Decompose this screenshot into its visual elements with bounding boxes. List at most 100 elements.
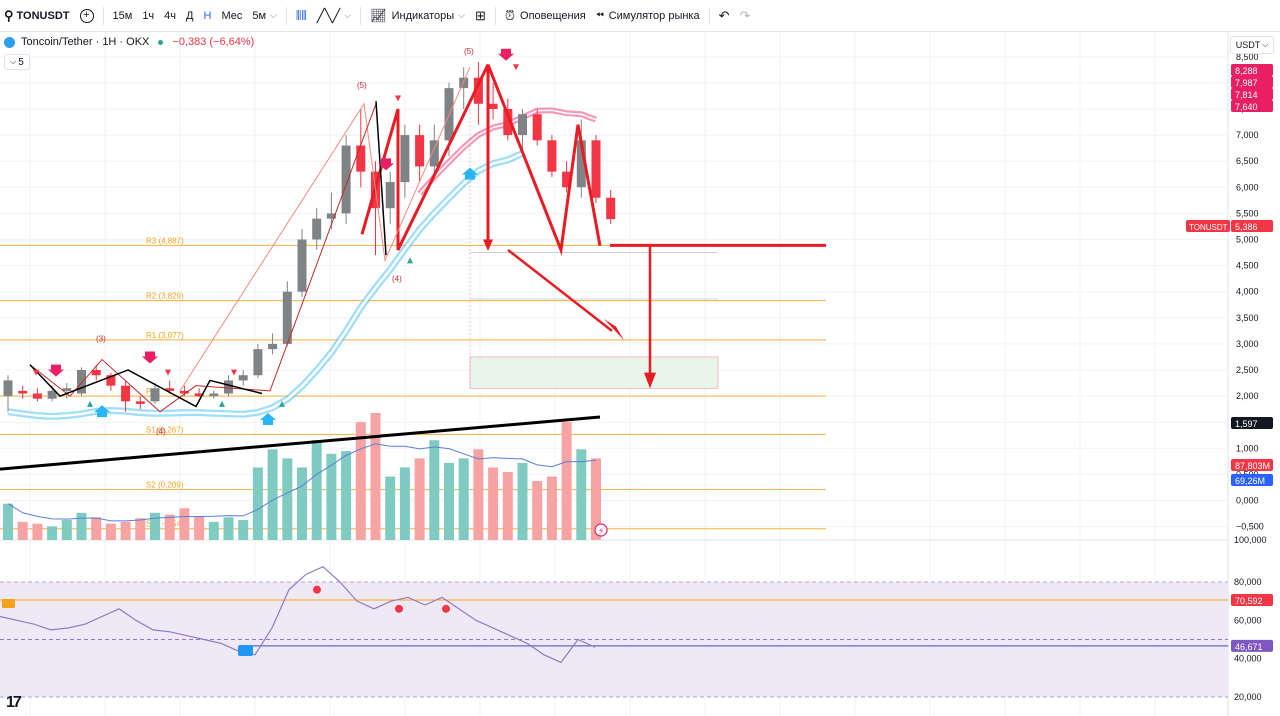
volume-bar <box>238 520 249 540</box>
legend-toggle-button[interactable]: ⌵ 5 <box>4 54 30 70</box>
pivot-label: R3 (4,887) <box>146 236 184 245</box>
volume-bars <box>3 413 601 540</box>
undo-button[interactable]: ↶ <box>714 0 735 32</box>
price-axis[interactable]: 8,5008,0007,5007,0006,5006,0005,5005,000… <box>1186 32 1280 716</box>
candle-body <box>429 140 439 167</box>
volume-bar <box>473 449 484 540</box>
compare-button[interactable]: + <box>75 0 99 32</box>
grid-icon: ⊞ <box>474 7 486 23</box>
candle-body <box>32 393 42 399</box>
price-tick: 5,500 <box>1236 208 1259 218</box>
volume-bar <box>326 453 337 540</box>
candle-body <box>179 390 189 394</box>
rsi-value-label: 70,592 <box>1235 596 1263 606</box>
interval-w[interactable]: Н <box>203 9 212 22</box>
volume-bar <box>179 508 190 540</box>
rsi-value-label-bg <box>1231 639 1273 652</box>
candle-body <box>576 140 586 188</box>
volume-bar <box>47 526 58 540</box>
zigzag-label: (4) <box>392 274 402 283</box>
redo-button[interactable]: ↷ <box>735 0 756 32</box>
volume-bar <box>458 458 469 540</box>
currency-selector[interactable]: USDT ⌵ <box>1230 36 1274 54</box>
chevron-down-icon: ⌵ <box>270 10 277 20</box>
chevron-down-icon: ⌵ <box>10 57 17 66</box>
price-label-bg <box>1231 64 1273 76</box>
lightning-icon <box>594 523 608 537</box>
buy-arrow-icon <box>462 167 478 180</box>
buy-arrow-icon <box>94 405 110 418</box>
symbol-search-button[interactable]: ⚲ TONUSDT <box>0 0 75 32</box>
chart-type-button[interactable]: ⫴⫴ <box>291 0 312 32</box>
sell-arrow-icon <box>48 364 64 377</box>
candle-body <box>591 140 601 198</box>
indicators-label: Индикаторы <box>391 9 455 22</box>
candle-body <box>106 375 116 386</box>
candle-body <box>150 388 160 402</box>
triangle-down-icon <box>33 369 39 376</box>
sell-arrow-icon <box>142 351 158 364</box>
candle-body <box>194 393 204 397</box>
chevron-down-icon: ⌵ <box>458 10 465 20</box>
rsi-tick: 100,000 <box>1234 535 1267 545</box>
symbol-label-bg <box>1186 220 1230 232</box>
price-label-bg <box>1231 220 1273 232</box>
rsi-tick: 80,000 <box>1234 577 1262 587</box>
candle-body <box>518 114 527 136</box>
price-label: 7,640 <box>1235 102 1258 112</box>
pivot-label: R1 (3,077) <box>146 331 184 340</box>
rsi-pane <box>0 581 1228 698</box>
price-label: 5,386 <box>1235 222 1258 232</box>
volume-bar <box>488 467 499 540</box>
price-label-bg <box>1231 100 1273 112</box>
interval-1h[interactable]: 1ч <box>142 9 155 22</box>
candles <box>3 62 616 412</box>
rsi-tick: 20,000 <box>1234 692 1262 702</box>
line-chart-icon: ╱╲╱ <box>316 7 341 23</box>
price-tick: 0,000 <box>1236 496 1259 506</box>
rsi-value-label-bg <box>1231 594 1273 607</box>
candle-body <box>62 388 72 391</box>
line-type-button[interactable]: ╱╲╱ ⌵ <box>312 0 356 32</box>
candle-body <box>165 388 175 391</box>
chart-canvas[interactable]: R3 (4,887) R2 (3,829) R1 (3,077) P S1 (1,267… <box>0 32 1280 716</box>
ma-cyan-core <box>7 152 524 418</box>
legend-title[interactable]: Toncoin/Tether · 1H · OKX <box>21 36 150 48</box>
volume-bar <box>532 481 543 540</box>
candle-body <box>356 145 366 172</box>
interval-month[interactable]: Мес <box>221 9 243 22</box>
alerts-button[interactable]: ⏰︎ Оповещения <box>500 0 591 32</box>
zigzag-label: (5) <box>464 47 474 56</box>
zigzag-label: (5) <box>357 81 367 90</box>
candle-body <box>459 77 469 89</box>
rsi-marker-icon <box>2 599 15 608</box>
interval-5m[interactable]: 5м ⌵ <box>247 0 282 32</box>
candle-body <box>547 140 557 172</box>
candle-body <box>238 375 248 381</box>
search-icon: ⚲ <box>4 7 14 23</box>
drawing-annotations: (3) (4) (5) (4) (5) ⚡ <box>0 47 826 537</box>
volume-bar <box>414 458 425 540</box>
volume-bar <box>502 471 513 540</box>
volume-bar <box>576 449 587 540</box>
candle-body <box>282 291 292 344</box>
candle-body <box>121 385 131 402</box>
layouts-button[interactable]: ⊞ <box>470 0 491 32</box>
indicators-button[interactable]: 📈︎ Индикаторы ⌵ <box>365 0 470 32</box>
volume-bar <box>517 462 528 540</box>
volume-bar <box>17 521 28 540</box>
interval-4h[interactable]: 4ч <box>164 9 177 22</box>
volume-bar <box>591 458 601 540</box>
candle-body <box>135 401 145 404</box>
rsi-line <box>0 565 596 664</box>
interval-d[interactable]: Д <box>186 9 194 22</box>
tradingview-logo-icon[interactable]: 17 <box>6 694 22 711</box>
rsi-divergence-dot <box>442 604 450 613</box>
pivot-label: S2 (0,209) <box>146 481 184 490</box>
candle-body <box>297 239 307 292</box>
interval-15m[interactable]: 15м <box>112 9 133 22</box>
volume-bar <box>385 476 396 540</box>
replay-button[interactable]: ⏪︎ Симулятор рынка <box>591 0 705 32</box>
zigzag-label: (4) <box>156 427 166 436</box>
buy-arrow-icon <box>260 412 276 425</box>
